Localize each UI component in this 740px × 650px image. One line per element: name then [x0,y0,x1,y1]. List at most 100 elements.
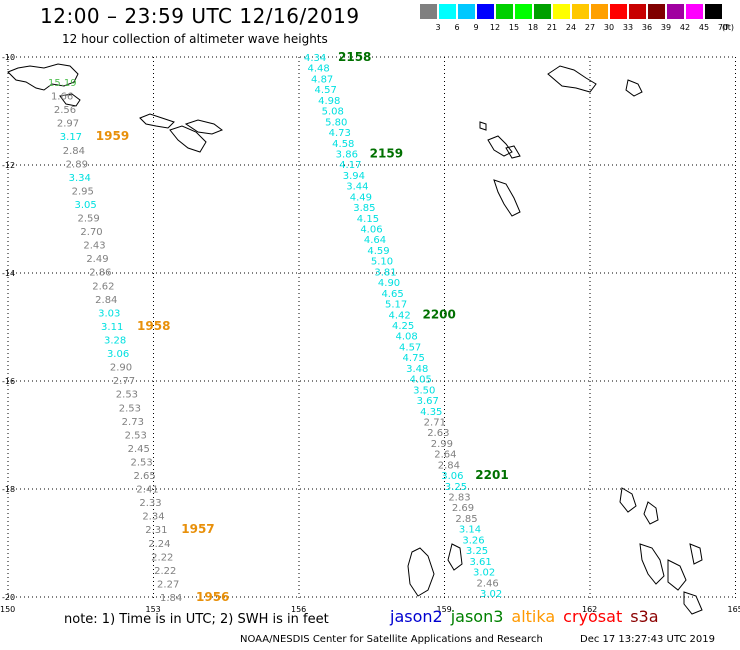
swh-value: 3.85 [353,203,375,214]
pass-time-label: 1959 [96,129,129,143]
colorbar-label: 15 [508,23,520,32]
swh-value: 4.90 [378,278,400,289]
colorbar-label: 12 [489,23,501,32]
coastline-rennell [493,179,521,217]
swh-value: 2.84 [63,146,85,157]
coastline-papua [7,63,79,91]
swh-value: 2.95 [72,186,94,197]
pass-time-label: 2159 [370,146,403,160]
swh-value: 4.08 [396,332,418,343]
lon-tick-label: 153 [146,605,161,614]
page-subtitle: 12 hour collection of altimeter wave hei… [62,32,328,46]
swh-value: 1.66 [51,92,73,103]
coastline-solomon-3 [487,135,513,157]
swh-value: 2.59 [77,214,99,225]
coastline-solomon-1 [547,65,597,93]
page-title: 12:00 – 23:59 UTC 12/16/2019 [40,4,360,28]
coastline-louisiade [139,113,175,129]
swh-value: 3.03 [98,308,120,319]
swh-value: 3.34 [69,173,91,184]
colorbar-swatch [496,4,513,19]
colorbar-swatch [648,4,665,19]
swh-value: 3.17 [60,132,82,143]
swh-value: 4.73 [329,128,351,139]
coastline-vanuatu-6 [683,591,703,615]
swh-value: 2.83 [448,493,470,504]
swh-value: 2.33 [139,498,161,509]
coastline-vanuatu-1 [619,487,637,513]
colorbar-label: 27 [584,23,596,32]
swh-value: 4.57 [315,85,337,96]
colorbar-swatch [591,4,608,19]
swh-value: 3.94 [343,171,365,182]
colorbar-label: 45 [698,23,710,32]
coastline-rossel [169,125,207,153]
lat-lon-grid [7,56,736,600]
swh-value: 4.65 [381,289,403,300]
swh-value: 2.62 [92,281,114,292]
swh-value: 2.70 [80,227,102,238]
lat-tick-label: -10 [2,53,15,62]
swh-value: 4.64 [364,235,386,246]
swh-value: 3.14 [459,525,481,536]
swh-value: 5.80 [325,117,347,128]
swh-value: 2.22 [151,552,173,563]
swh-value: 4.87 [311,74,333,85]
swh-value: 4.15 [357,214,379,225]
swh-value: 1.84 [160,593,182,604]
lat-tick-label: -14 [2,269,15,278]
colorbar-swatch [686,4,703,19]
swh-value: 15.19 [48,78,77,89]
swh-value: 3.81 [374,267,396,278]
swh-value: 2.73 [122,417,144,428]
coastline-vanuatu-4 [667,559,687,591]
colorbar-label: 3 [435,23,441,32]
swh-value: 4.49 [350,192,372,203]
swh-value: 4.25 [392,321,414,332]
colorbar-unit: (ft) [721,23,735,32]
colorbar-swatch [420,4,437,19]
altimeter-tracks: 15.19 1.66 2.56 2.97 3.17 2.84 2.89 3.34 2.95 3.0… [48,50,509,604]
swh-value: 3.06 [107,349,129,360]
pass-time-label: 1956 [196,590,229,604]
swh-value: 2.77 [113,376,135,387]
swh-value: 3.86 [336,149,358,160]
swh-value: 2.84 [95,295,117,306]
swh-value: 2.71 [424,417,446,428]
swh-value: 4.34 [304,53,326,64]
swh-value: 2.43 [83,241,105,252]
swh-value: 4.75 [403,353,425,364]
colorbar-swatch [610,4,627,19]
swh-value: 5.17 [385,300,407,311]
coastline-vanuatu-2 [643,501,659,525]
coastline-islet-a [184,119,224,135]
colorbar-swatch [667,4,684,19]
swh-value: 4.58 [332,139,354,150]
colorbar-label: 39 [660,23,672,32]
swh-value: 2.90 [110,363,132,374]
colorbar-label: 70 [717,23,729,32]
swh-value: 2.86 [89,268,111,279]
colorbar-swatch [534,4,551,19]
swh-value: 4.06 [360,225,382,236]
legend-cryosat: cryosat [563,607,623,626]
swh-value: 3.28 [104,336,126,347]
swh-value: 2.64 [434,450,456,461]
swh-value: 3.25 [445,482,467,493]
lat-tick-label: -12 [2,161,15,170]
swh-value: 2.45 [128,444,150,455]
lon-tick-label: 165 [728,605,740,614]
swh-value: 3.44 [346,182,368,193]
colorbar-label: 33 [622,23,634,32]
colorbar-swatch [705,4,722,19]
swh-value: 3.25 [466,546,488,557]
swh-value: 4.05 [410,375,432,386]
generation-timestamp: Dec 17 13:27:43 UTC 2019 [580,634,715,645]
swh-value: 5.08 [322,107,344,118]
swh-value: 4.48 [308,64,330,75]
colorbar-swatch [439,4,456,19]
credit-footer: NOAA/NESDIS Center for Satellite Applica… [240,634,543,645]
swh-value: 2.46 [476,578,498,589]
coastline-islet-b [479,121,487,131]
